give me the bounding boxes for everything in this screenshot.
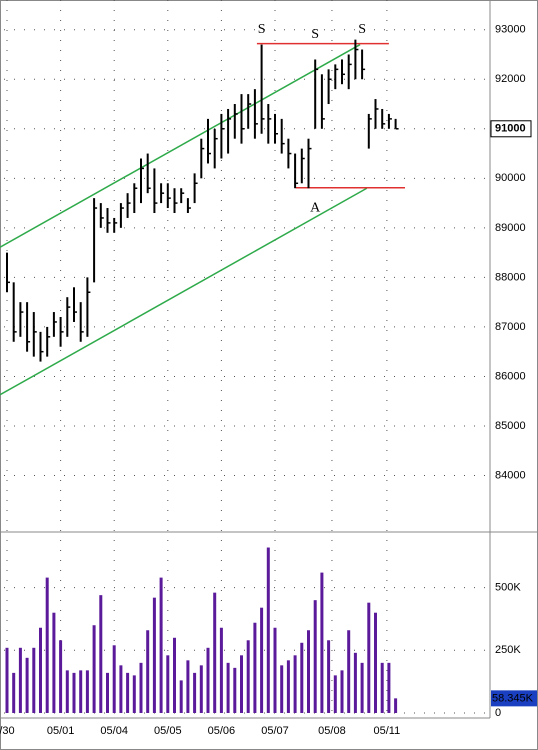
volume-bar	[253, 622, 257, 713]
volume-bar	[246, 640, 250, 713]
volume-bar	[139, 662, 143, 713]
volume-bar	[280, 665, 284, 713]
volume-bar	[260, 607, 264, 713]
volume-bar	[52, 612, 56, 713]
volume-bar	[112, 645, 116, 713]
volume-bar	[186, 660, 190, 713]
y-tick-label: 92000	[495, 73, 526, 85]
volume-bar	[193, 672, 197, 713]
volume-bar	[85, 670, 89, 713]
last-price-box	[490, 120, 532, 138]
y-tick-label: 84000	[495, 469, 526, 481]
volume-bar	[199, 665, 203, 713]
date-label: 05/06	[208, 725, 236, 737]
volume-bar	[132, 675, 136, 713]
last-price-label: 91000	[495, 123, 526, 135]
volume-bar	[347, 630, 351, 713]
volume-bar	[18, 647, 22, 713]
volume-bar	[159, 577, 163, 713]
y-tick-label: 250K	[495, 644, 521, 656]
date-label: 05/08	[318, 725, 346, 737]
volume-bar	[240, 655, 243, 713]
volume-bar	[233, 667, 237, 713]
volume-bar	[300, 642, 304, 713]
date-label: /30	[0, 725, 15, 737]
last-volume-label: 58.345K	[492, 692, 534, 704]
date-label: 05/07	[261, 725, 289, 737]
volume-bar	[360, 662, 364, 713]
volume-bar	[106, 672, 109, 713]
volume-bar	[320, 572, 324, 713]
volume-bar	[394, 698, 398, 713]
volume-bar	[92, 625, 96, 713]
trendline	[0, 187, 368, 396]
volume-bar	[25, 657, 29, 713]
volume-bar	[119, 665, 123, 713]
last-volume-box	[491, 690, 537, 707]
annotation: A	[310, 200, 321, 215]
y-tick-label: 0	[495, 707, 501, 719]
volume-bar	[333, 675, 337, 713]
volume-bar	[179, 680, 183, 713]
volume-bar	[380, 662, 384, 713]
volume-bar	[374, 612, 377, 713]
volume-bar	[39, 627, 42, 713]
volume-bar	[367, 602, 371, 713]
date-label: 05/01	[47, 725, 75, 737]
volume-bar	[286, 660, 290, 713]
volume-bar	[59, 640, 63, 713]
annotation: S	[258, 22, 266, 37]
volume-bar	[5, 647, 9, 713]
volume-bar	[79, 670, 83, 713]
volume-bar	[152, 597, 156, 713]
y-tick-label: 90000	[495, 172, 526, 184]
date-label: 05/04	[100, 725, 128, 737]
volume-bar	[327, 640, 331, 713]
volume-bar	[387, 662, 391, 713]
volume-bar	[72, 672, 76, 713]
date-label: 05/11	[374, 725, 401, 737]
date-label: 05/05	[154, 725, 182, 737]
volume-bar	[99, 595, 103, 713]
volume-bar	[340, 670, 344, 713]
volume-bar	[219, 627, 223, 713]
annotation: S	[311, 27, 319, 42]
volume-bar	[213, 592, 217, 713]
volume-bar	[266, 547, 270, 713]
y-tick-label: 93000	[495, 24, 526, 36]
y-tick-label: 85000	[495, 420, 526, 432]
volume-bar	[206, 647, 210, 713]
volume-bar	[293, 655, 297, 713]
volume-bar	[32, 647, 36, 713]
y-tick-label: 500K	[495, 582, 521, 594]
volume-bar	[173, 637, 176, 713]
y-tick-label: 88000	[495, 271, 526, 283]
volume-bar	[65, 670, 69, 713]
volume-bar	[126, 672, 130, 713]
volume-bar	[146, 630, 150, 713]
volume-bar	[353, 652, 357, 713]
y-tick-label: 86000	[495, 370, 526, 382]
volume-bar	[226, 662, 230, 713]
volume-bar	[45, 577, 49, 713]
volume-bar	[307, 630, 310, 713]
volume-bar	[166, 655, 170, 713]
volume-bar	[313, 600, 317, 713]
trendline	[0, 43, 361, 248]
volume-bar	[273, 627, 277, 713]
y-tick-label: 87000	[495, 321, 526, 333]
y-tick-label: 89000	[495, 222, 526, 234]
volume-bar	[12, 672, 16, 713]
annotation: S	[358, 22, 366, 37]
